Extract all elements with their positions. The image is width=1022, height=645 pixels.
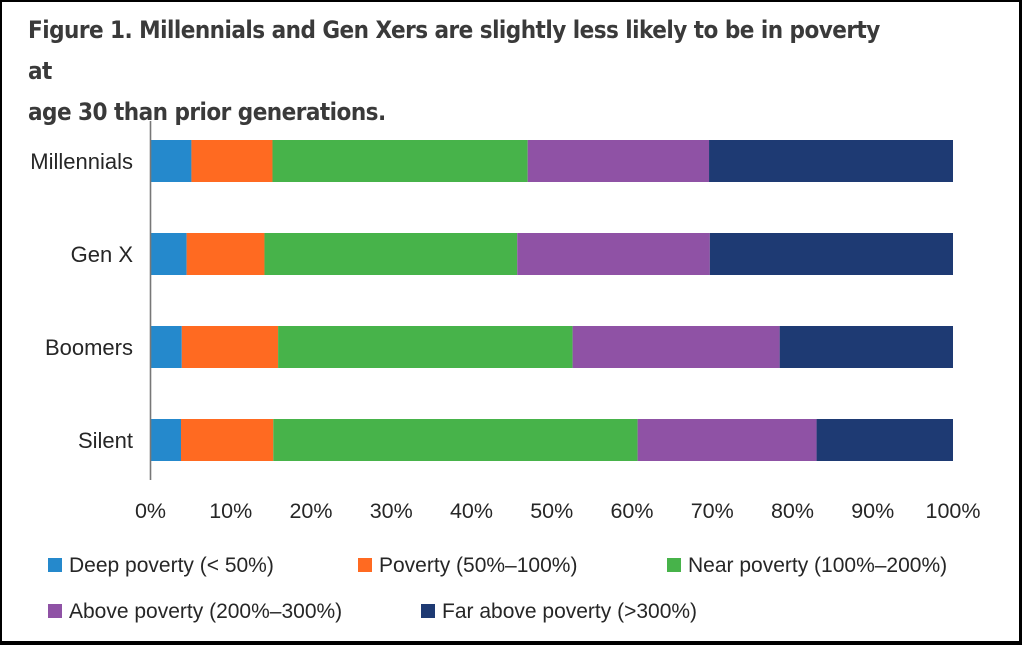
x-tick-label: 30% [370,499,413,523]
bar-segment-silent-3 [273,419,638,461]
legend-item-1: Deep poverty (< 50%) [48,554,274,577]
legend-swatch-icon [48,558,62,572]
category-label-silent: Silent [78,428,133,453]
bars-group [150,140,953,461]
bar-segment-boomers-4 [572,326,780,368]
bar-segment-millennials-3 [272,140,528,182]
x-tick-labels: 0% 10% 20% 30% 40% 50% 60% 70% 80% 90% 100% [135,499,981,523]
x-tick-label: 70% [691,499,734,523]
bar-segment-boomers-1 [150,326,182,368]
chart-title-line-2: age 30 than prior generations. [28,98,386,126]
legend-swatch-icon [48,604,62,618]
legend-label: Deep poverty (< 50%) [69,554,274,577]
category-labels: Millennials Gen X Boomers Silent [30,149,133,453]
legend-swatch-icon [667,558,681,572]
category-label-gen-x: Gen X [71,242,134,267]
x-tick-label: 0% [135,499,166,523]
legend-item-4: Above poverty (200%–300%) [48,600,342,623]
legend-item-5: Far above poverty (>300%) [421,600,697,623]
bar-segment-gen-x-5 [709,233,953,275]
x-tick-label: 40% [450,499,493,523]
bar-segment-millennials-4 [527,140,710,182]
bar-segment-boomers-3 [278,326,573,368]
bar-segment-millennials-5 [709,140,953,182]
x-tick-label: 80% [771,499,814,523]
bar-segment-silent-4 [637,419,817,461]
bar-segment-gen-x-3 [264,233,518,275]
legend-swatch-icon [421,604,435,618]
category-label-millennials: Millennials [30,149,133,174]
bar-segment-silent-2 [180,419,274,461]
legend-label: Poverty (50%–100%) [379,554,577,577]
bar-segment-gen-x-2 [186,233,265,275]
legend: Deep poverty (< 50%) Poverty (50%–100%) Ne… [48,554,947,623]
x-tick-label: 60% [610,499,653,523]
x-tick-label: 50% [530,499,573,523]
legend-item-3: Near poverty (100%–200%) [667,554,947,577]
category-label-boomers: Boomers [45,335,133,360]
legend-item-2: Poverty (50%–100%) [358,554,577,577]
chart-title-line-1: Figure 1. Millennials and Gen Xers are s… [28,16,880,85]
bar-segment-gen-x-1 [150,233,187,275]
bar-segment-boomers-5 [779,326,953,368]
x-tick-label: 100% [926,499,981,523]
legend-label: Above poverty (200%–300%) [69,600,342,623]
bar-segment-boomers-2 [181,326,279,368]
legend-swatch-icon [358,558,372,572]
legend-label: Far above poverty (>300%) [442,600,697,623]
x-tick-label: 10% [209,499,252,523]
bar-segment-millennials-1 [150,140,192,182]
x-tick-label: 20% [289,499,332,523]
legend-label: Near poverty (100%–200%) [688,554,947,577]
bar-segment-silent-5 [816,419,953,461]
chart-title: Figure 1. Millennials and Gen Xers are s… [28,10,892,133]
x-tick-label: 90% [851,499,894,523]
bar-segment-silent-1 [150,419,181,461]
bar-segment-gen-x-4 [517,233,710,275]
bar-segment-millennials-2 [191,140,273,182]
